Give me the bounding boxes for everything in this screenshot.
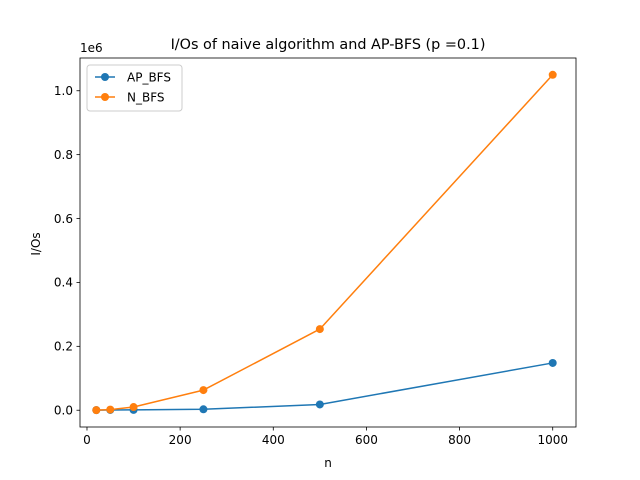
data-point-n_bfs [199,386,208,395]
y-tick-label: 1.0 [54,84,73,98]
y-tick-label: 0.0 [54,404,73,418]
legend-label: AP_BFS [127,70,171,84]
data-point-n_bfs [315,325,324,334]
legend-entry-ap_bfs: AP_BFS [95,70,171,84]
y-tick-label: 0.8 [54,148,73,162]
x-tick-label: 800 [448,433,471,447]
data-point-ap_bfs [199,405,208,414]
data-point-n_bfs [129,403,138,412]
x-tick-label: 0 [83,433,91,447]
y-tick-label: 0.2 [54,340,73,354]
y-axis-label: I/Os [29,232,43,255]
data-point-ap_bfs [548,358,557,367]
legend-marker-ap_bfs [101,73,109,81]
legend-entry-n_bfs: N_BFS [95,90,165,104]
plot-area [92,70,557,415]
y-tick-label: 0.4 [54,276,73,290]
y-tick-label: 0.6 [54,212,73,226]
legend-marker-n_bfs [101,93,109,101]
data-point-n_bfs [92,406,101,415]
legend-label: N_BFS [127,90,165,104]
legend: AP_BFS N_BFS [86,64,183,112]
chart-title: I/Os of naive algorithm and AP-BFS (p =0… [171,37,486,53]
axes-frame [79,57,577,428]
axes: 0 200 400 600 800 1000 0.0 0.2 0.4 0.6 0.8 1.0 [54,57,577,447]
x-axis-label: n [324,456,332,470]
x-tick-label: 200 [169,433,192,447]
data-point-n_bfs [548,70,557,79]
x-tick-label: 400 [262,433,285,447]
x-tick-label: 600 [355,433,378,447]
y-offset-label: 1e6 [80,41,103,55]
data-point-n_bfs [106,405,115,414]
data-point-ap_bfs [315,400,324,409]
x-tick-label: 1000 [537,433,568,447]
